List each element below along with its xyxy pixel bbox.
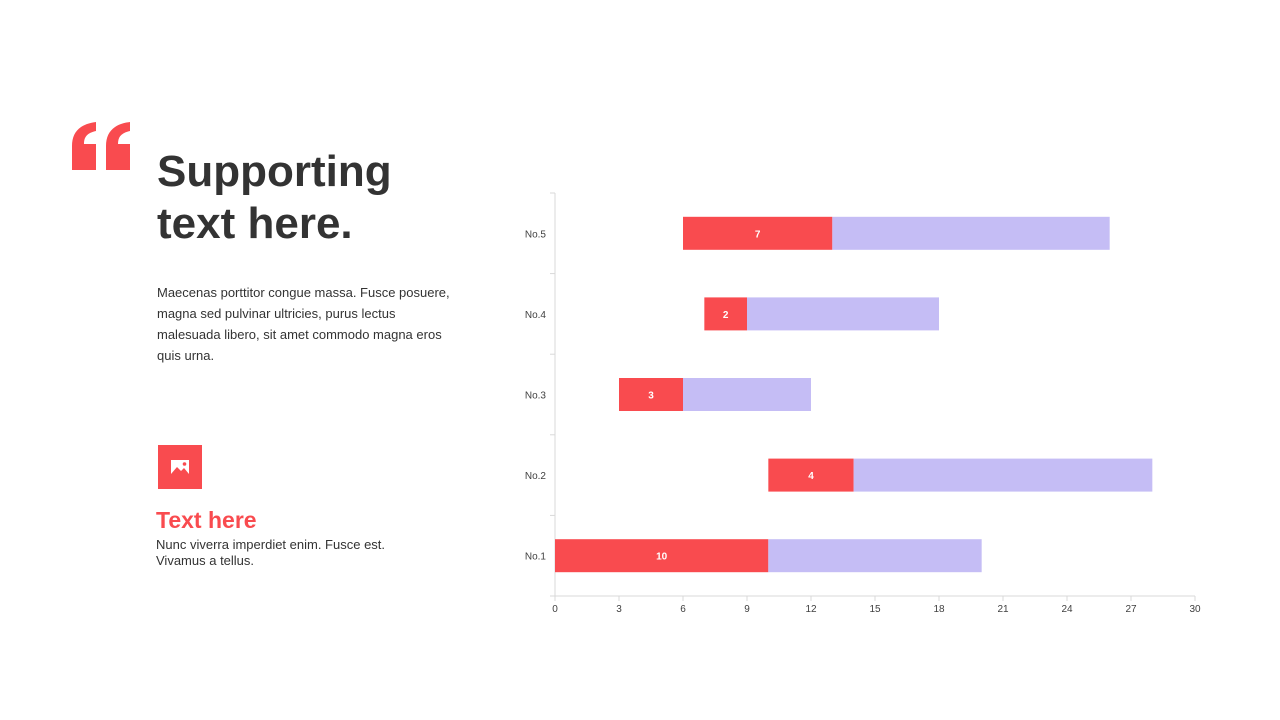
bar-series-b [853,458,1153,492]
y-category-label: No.1 [525,552,547,563]
data-label: 7 [755,229,761,240]
y-category-label: No.3 [525,391,547,402]
feature-text-line-2: Vivamus a tellus. [156,553,255,568]
data-label: 4 [808,471,814,482]
picture-glyph [171,460,189,474]
bar-series-a [704,297,747,331]
image-icon [158,445,202,489]
x-tick-label: 27 [1125,604,1137,615]
bar-series-b [768,539,982,573]
x-tick-label: 24 [1061,604,1073,615]
headline-line-1: Supporting [157,147,392,196]
x-tick-label: 0 [552,604,558,615]
y-category-label: No.2 [525,471,547,482]
y-category-label: No.4 [525,310,547,321]
x-tick-label: 3 [616,604,622,615]
x-tick-label: 18 [933,604,945,615]
bar-series-b [683,378,811,411]
x-tick-label: 12 [805,604,817,615]
feature-heading: Text here [156,507,257,533]
x-tick-label: 6 [680,604,686,615]
bar-series-a [555,539,769,573]
bar-series-a [619,378,683,411]
bar-series-b [832,216,1110,250]
x-tick-label: 9 [744,604,750,615]
y-category-label: No.5 [525,229,547,240]
feature-text-line-1: Nunc viverra imperdiet enim. Fusce est. [156,537,386,552]
headline-line-2: text here. [157,199,353,248]
bar-series-b [747,297,939,331]
body-paragraph: Maecenas porttitor congue massa. Fusce p… [157,285,450,363]
x-tick-label: 15 [869,604,881,615]
x-tick-label: 30 [1189,604,1201,615]
quote-icon [72,122,130,170]
data-label: 3 [648,391,654,402]
x-tick-label: 21 [997,604,1009,615]
feature-text: Nunc viverra imperdiet enim. Fusce est. … [156,537,416,569]
bar-series-a [768,458,854,492]
bar-series-a [683,216,833,250]
data-label: 10 [656,552,668,563]
data-label: 2 [723,310,729,321]
headline: Supporting text here. [157,146,477,250]
